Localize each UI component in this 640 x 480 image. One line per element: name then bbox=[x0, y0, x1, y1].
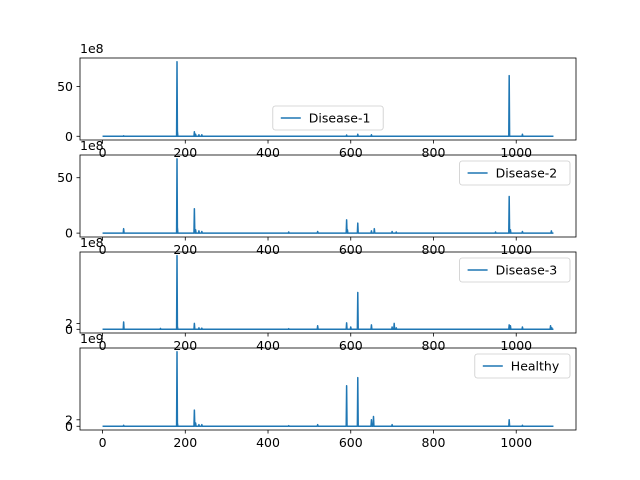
y-tick-label: 2 bbox=[65, 316, 73, 331]
x-tick-label: 800 bbox=[422, 338, 446, 353]
x-tick-label: 800 bbox=[422, 435, 446, 450]
y-tick-label: 50 bbox=[57, 79, 73, 94]
y-tick-label: 50 bbox=[57, 170, 73, 185]
y-tick-label: 0 bbox=[65, 419, 73, 434]
x-tick-label: 400 bbox=[256, 242, 280, 257]
legend: Disease-3 bbox=[459, 257, 571, 283]
series-line-Healthy bbox=[102, 350, 554, 427]
legend-label: Disease-2 bbox=[496, 166, 558, 181]
legend-label: Disease-1 bbox=[309, 111, 371, 126]
y-offset-label: 1e8 bbox=[80, 138, 104, 153]
series-line-Disease-2 bbox=[102, 158, 554, 234]
x-tick-label: 600 bbox=[339, 242, 363, 257]
subplot-2: 0 50 0 200 400 600 800 1000 1e8 Disease-2 bbox=[57, 138, 577, 257]
x-tick-label: 600 bbox=[339, 435, 363, 450]
x-tick-label: 600 bbox=[339, 338, 363, 353]
x-tick-label: 400 bbox=[256, 145, 280, 160]
x-tick-label: 1000 bbox=[500, 338, 532, 353]
y-tick-label: 0 bbox=[65, 226, 73, 241]
x-tick-label: 200 bbox=[173, 242, 197, 257]
series-line-Disease-3 bbox=[102, 254, 554, 331]
y-offset-label: 1e9 bbox=[80, 331, 104, 346]
y-offset-label: 1e8 bbox=[80, 41, 104, 56]
legend-box bbox=[272, 105, 384, 131]
y-tick-label: 0 bbox=[65, 129, 73, 144]
y-tick-label: 0 bbox=[65, 322, 73, 337]
subplot-1: 0 50 0 200 400 600 800 1000 1e8 Disease-1 bbox=[57, 41, 577, 160]
x-tick-label: 0 bbox=[99, 338, 107, 353]
legend: Disease-2 bbox=[459, 160, 571, 186]
x-tick-label: 200 bbox=[173, 338, 197, 353]
x-tick-label: 0 bbox=[99, 435, 107, 450]
x-tick-label: 600 bbox=[339, 145, 363, 160]
x-tick-label: 1000 bbox=[500, 145, 532, 160]
x-tick-label: 400 bbox=[256, 338, 280, 353]
x-tick-label: 400 bbox=[256, 435, 280, 450]
legend-box bbox=[459, 160, 571, 186]
x-tick-label: 1000 bbox=[500, 242, 532, 257]
legend: Healthy bbox=[474, 353, 571, 379]
legend-box bbox=[474, 353, 571, 379]
axes-frame bbox=[79, 347, 577, 431]
x-tick-label: 800 bbox=[422, 242, 446, 257]
x-tick-label: 0 bbox=[99, 242, 107, 257]
y-tick-label: 2 bbox=[65, 412, 73, 427]
axes-frame bbox=[79, 57, 577, 141]
legend: Disease-1 bbox=[272, 105, 384, 131]
x-tick-label: 800 bbox=[422, 145, 446, 160]
x-tick-label: 1000 bbox=[500, 435, 532, 450]
legend-label: Disease-3 bbox=[496, 263, 558, 278]
y-offset-label: 1e8 bbox=[80, 235, 104, 250]
x-tick-label: 0 bbox=[99, 145, 107, 160]
legend-label: Healthy bbox=[511, 359, 560, 374]
legend-box bbox=[459, 257, 571, 283]
axes-frame bbox=[79, 154, 577, 238]
x-tick-label: 200 bbox=[173, 435, 197, 450]
series-line-Disease-1 bbox=[102, 60, 554, 137]
x-tick-label: 200 bbox=[173, 145, 197, 160]
axes-frame bbox=[79, 251, 577, 334]
